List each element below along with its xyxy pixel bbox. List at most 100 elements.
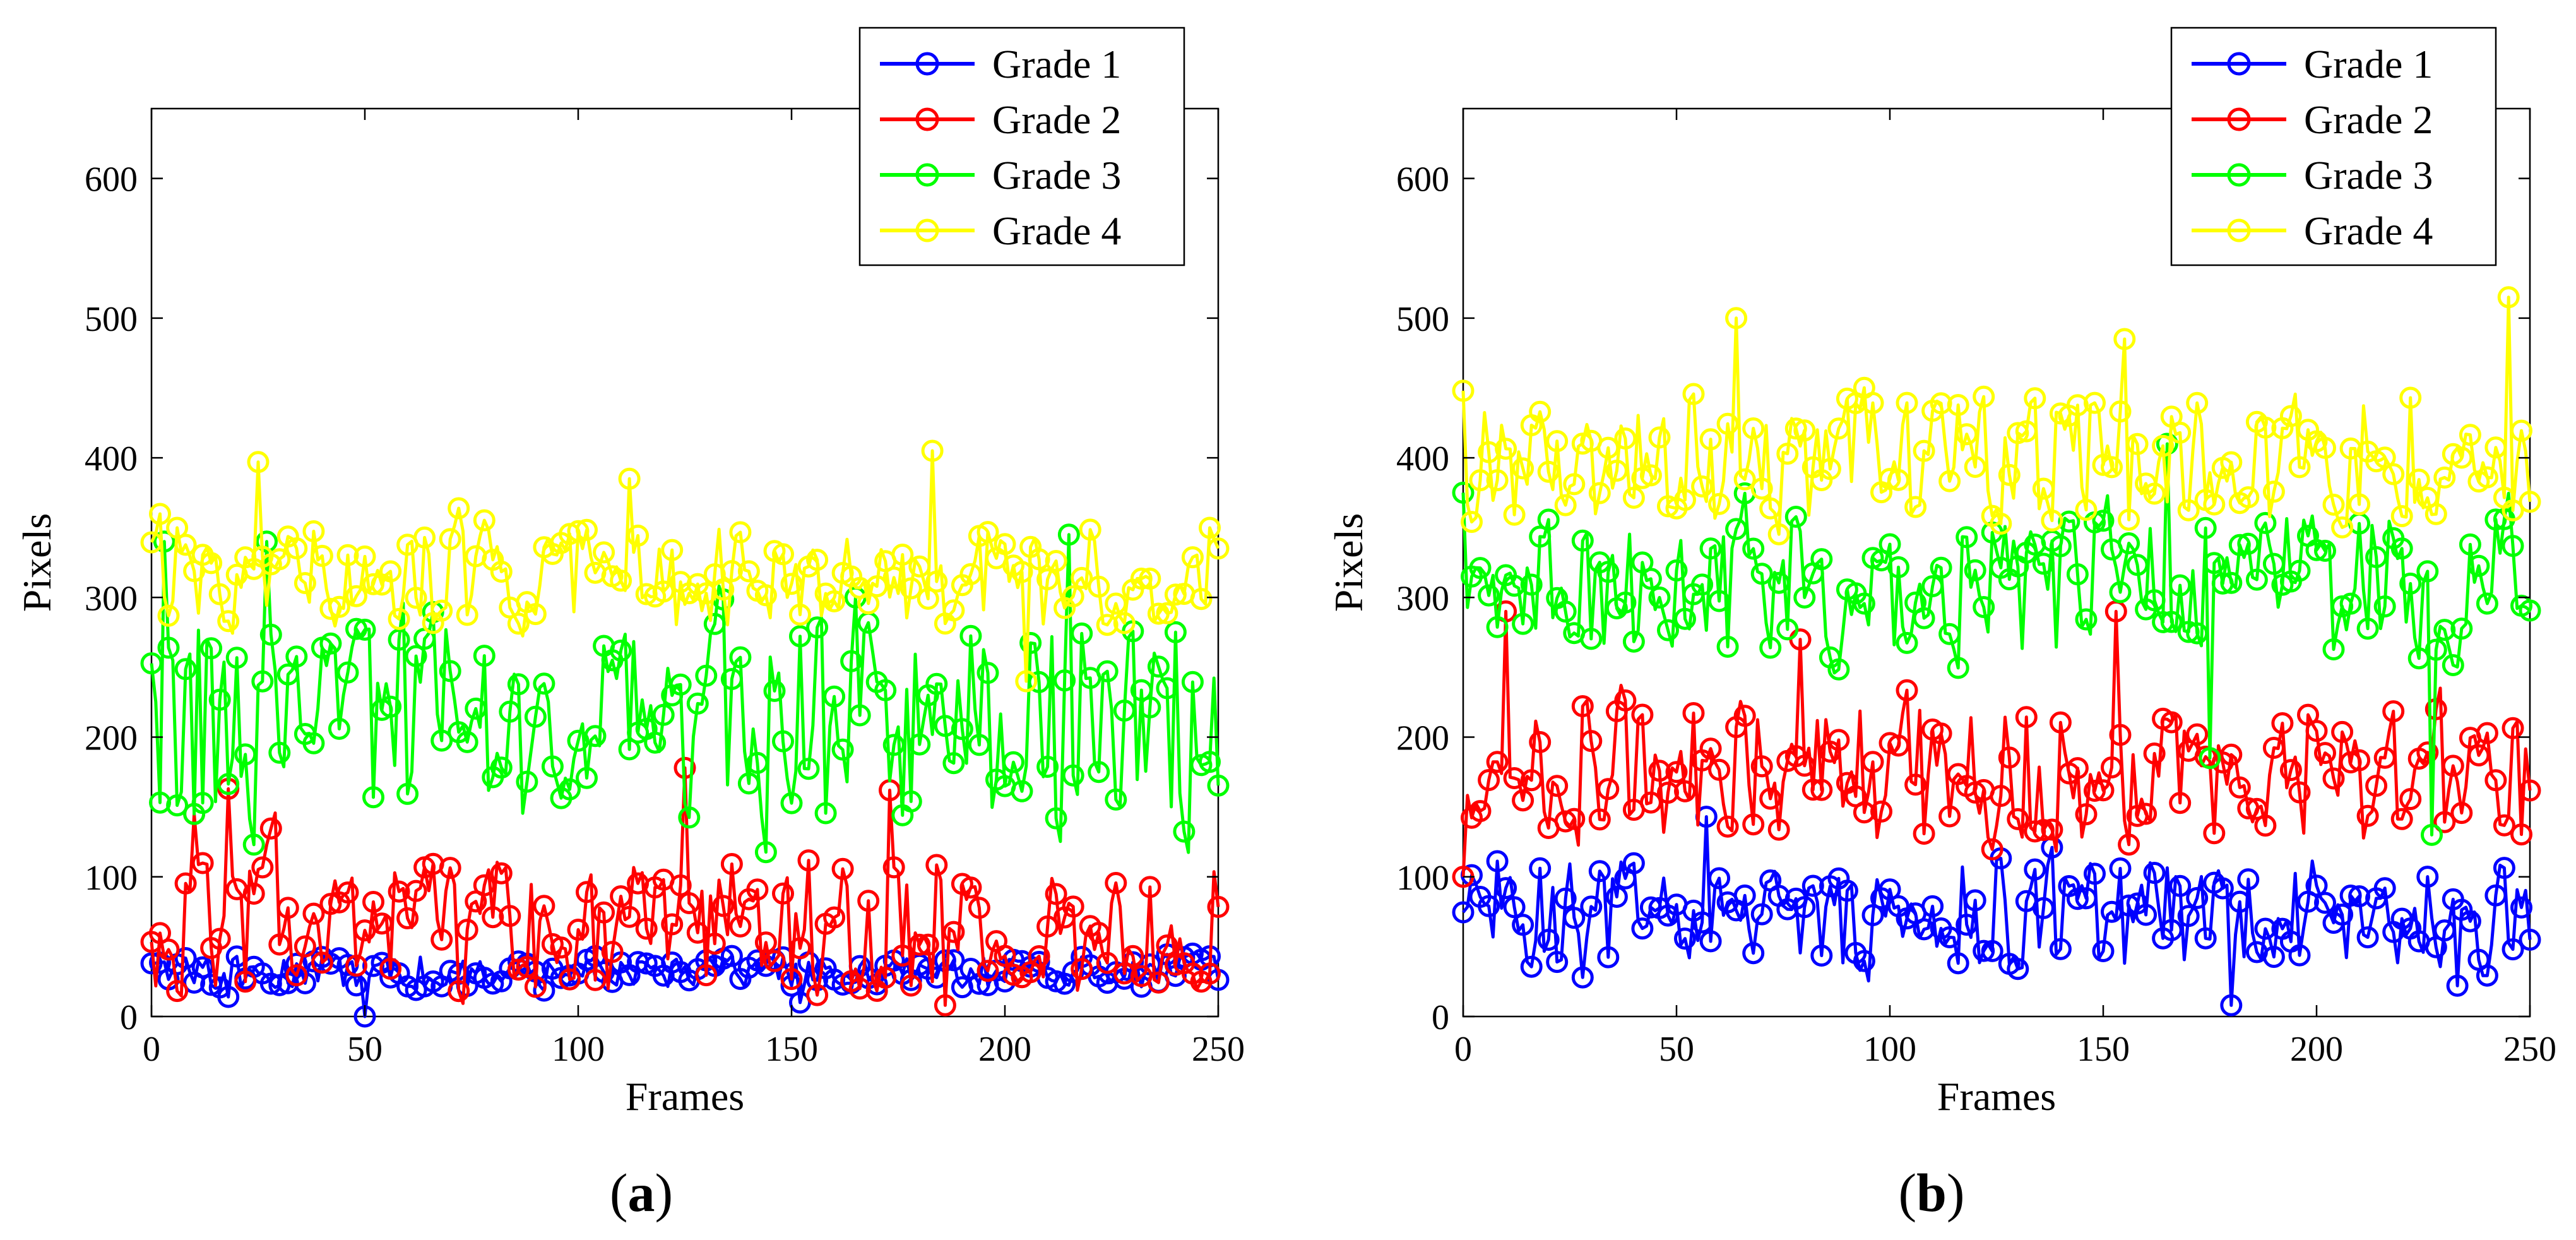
data-point xyxy=(1947,394,1969,416)
data-point xyxy=(1486,616,1509,638)
data-point xyxy=(1938,623,1961,645)
data-point xyxy=(2339,885,2362,907)
data-point xyxy=(1682,702,1705,724)
data-point xyxy=(2425,503,2447,525)
data-point xyxy=(2194,516,2217,539)
data-point xyxy=(942,599,965,622)
data-point xyxy=(2015,706,2038,729)
data-point xyxy=(1580,628,1603,650)
data-point xyxy=(1904,773,1927,796)
legend-box xyxy=(858,27,1185,266)
data-point xyxy=(1810,548,1833,571)
data-point xyxy=(1605,460,1628,482)
data-point xyxy=(1674,927,1696,950)
data-point xyxy=(1750,755,1773,778)
data-point xyxy=(2510,823,2532,846)
data-point xyxy=(1181,671,1204,693)
data-point xyxy=(1045,807,1067,830)
data-point xyxy=(1469,469,1492,492)
data-point xyxy=(729,521,752,544)
data-point xyxy=(473,874,496,897)
data-point xyxy=(720,560,743,583)
data-point xyxy=(1836,879,1858,902)
legend-box xyxy=(2170,27,2497,266)
data-point xyxy=(2143,862,2166,884)
data-point xyxy=(2228,534,2251,556)
data-point xyxy=(396,907,419,929)
data-point xyxy=(1164,583,1187,606)
data-point xyxy=(499,905,521,927)
data-point xyxy=(2075,803,2098,826)
data-point xyxy=(1767,818,1790,841)
chart-panel-b: 0 50 100 150 200 250 0 100 200 300 400 500 600 Frames… xyxy=(1326,27,2556,1223)
data-point xyxy=(140,531,163,554)
data-point xyxy=(661,539,684,561)
data-point xyxy=(1597,561,1620,583)
data-point xyxy=(780,968,803,991)
data-point xyxy=(1028,548,1050,571)
data-point xyxy=(2407,468,2430,491)
data-point xyxy=(217,773,240,796)
data-point xyxy=(1956,914,1978,936)
data-point xyxy=(1759,636,1782,659)
data-point xyxy=(2433,811,2456,833)
legend-item: Grade 4 xyxy=(2192,208,2433,253)
data-point xyxy=(2399,788,2422,811)
data-point xyxy=(2126,432,2149,455)
data-point xyxy=(302,902,325,925)
data-point xyxy=(1887,468,1909,491)
data-point xyxy=(405,879,427,902)
data-point xyxy=(2305,539,2328,561)
data-point xyxy=(1563,473,1586,496)
data-point xyxy=(908,933,931,956)
data-point xyxy=(2092,940,2115,962)
y-tick-label: 200 xyxy=(1396,719,1449,758)
data-point xyxy=(1478,895,1500,917)
data-point xyxy=(149,503,171,525)
data-point xyxy=(848,977,871,1000)
data-point xyxy=(516,770,538,793)
data-point xyxy=(1588,482,1611,504)
data-point xyxy=(1580,730,1603,753)
data-point xyxy=(311,544,333,567)
data-point xyxy=(908,733,931,756)
data-point xyxy=(1896,679,1918,701)
data-point xyxy=(353,545,376,568)
data-point xyxy=(1956,423,1978,446)
x-tick-label: 150 xyxy=(2077,1030,2130,1069)
data-point xyxy=(1469,557,1492,580)
data-point xyxy=(2220,743,2243,766)
data-point xyxy=(388,607,410,630)
x-tick-label: 100 xyxy=(552,1030,605,1069)
x-axis-label: Frames xyxy=(626,1074,744,1119)
legend-item: Grade 3 xyxy=(2192,153,2433,198)
data-point xyxy=(703,612,726,635)
data-point xyxy=(669,874,692,897)
data-point xyxy=(268,741,291,764)
data-point xyxy=(2484,508,2507,531)
data-point xyxy=(1716,635,1739,658)
data-point xyxy=(2109,857,2132,879)
data-point xyxy=(1156,934,1178,957)
data-point xyxy=(1733,705,1756,727)
data-point xyxy=(1199,516,1221,539)
data-point xyxy=(217,610,240,633)
data-point xyxy=(405,645,427,667)
data-point xyxy=(925,672,948,695)
data-point xyxy=(217,986,240,1008)
panel-label: (b) xyxy=(1898,1162,1964,1223)
data-point xyxy=(559,778,581,801)
y-axis-label: Pixels xyxy=(15,513,59,612)
data-point xyxy=(2305,874,2328,897)
data-point xyxy=(1827,729,1850,751)
data-point xyxy=(891,544,914,566)
legend: Grade 1 Grade 2 Grade 3 Grade 4 xyxy=(2170,27,2497,266)
data-point xyxy=(1071,622,1093,645)
data-point xyxy=(2279,759,2302,782)
data-point xyxy=(1853,592,1875,615)
data-point xyxy=(2279,405,2302,427)
data-point xyxy=(729,646,752,669)
data-point xyxy=(2399,572,2422,595)
data-point xyxy=(465,697,487,720)
